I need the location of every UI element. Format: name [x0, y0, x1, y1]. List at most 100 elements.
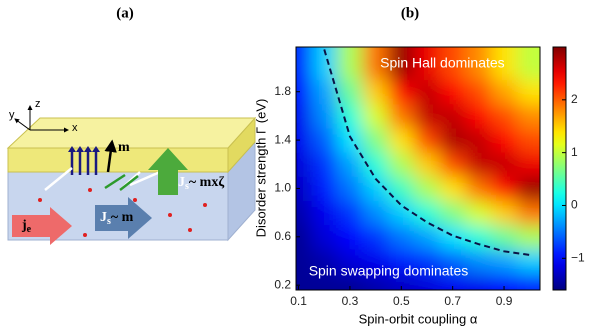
y-tick-label: 1.8 — [274, 84, 291, 98]
colorbar-tick-label: 2 — [571, 92, 578, 106]
heatmap-cell — [311, 79, 338, 105]
m-arrow — [104, 139, 117, 173]
js-main: J — [100, 210, 107, 225]
heatmap-cell — [439, 128, 467, 153]
heatmap-cell — [491, 273, 518, 290]
heatmap-cell — [516, 128, 540, 153]
annotation: Spin swapping dominates — [309, 263, 469, 279]
heatmap-cell — [414, 152, 441, 177]
y-tick-label: 0.2 — [274, 277, 291, 291]
axes-glyph — [14, 105, 69, 133]
heatmap-cell — [311, 47, 338, 81]
heatmap-cell — [414, 103, 441, 129]
heatmap-cell — [337, 152, 364, 177]
heatmap-cell — [414, 200, 441, 226]
heatmap-cell — [439, 248, 467, 274]
je-arrow — [12, 207, 72, 245]
axis-letter: z — [35, 98, 41, 110]
heatmap-cell — [311, 248, 338, 274]
heatmap-cell — [311, 200, 338, 226]
heatmap-cell — [311, 176, 338, 202]
js-swap-arrow — [95, 197, 152, 239]
film-top — [6, 117, 257, 149]
x-tick-label: 0.7 — [444, 294, 461, 308]
heatmap-cell — [439, 200, 467, 226]
heatmap-cell — [516, 273, 540, 290]
heatmap-cell — [388, 128, 415, 153]
heatmap-cell — [296, 200, 312, 226]
js-rest: ~ mxζ — [189, 175, 224, 190]
colorbar-tick-label: 1 — [571, 145, 578, 159]
spin-arrows — [68, 146, 100, 175]
heatmap-cell — [414, 47, 441, 81]
heatmap-cell — [311, 152, 338, 177]
heatmap-cell — [296, 128, 312, 153]
colorbar-tick-label: 0 — [571, 198, 578, 212]
impurities — [38, 188, 207, 237]
heatmap-cell — [337, 224, 364, 250]
y-axis-label: Disorder strength Γ (eV) — [253, 99, 268, 238]
heatmap-cell — [388, 47, 415, 81]
heatmap-cell — [491, 248, 518, 274]
plot-area — [296, 47, 540, 290]
heatmap-cell — [439, 273, 467, 290]
contour-line — [323, 49, 530, 256]
heatmap-cell — [362, 200, 389, 226]
heatmap-cell — [388, 103, 415, 129]
heatmap-cell — [296, 79, 312, 105]
js-sub: s — [107, 216, 111, 227]
heatmap-cell — [465, 273, 492, 290]
heatmap-cell — [439, 103, 467, 129]
heatmap-cell — [491, 128, 518, 153]
heatmap-cell — [516, 224, 540, 250]
heatmap-cell — [439, 224, 467, 250]
heatmap-cell — [337, 176, 364, 202]
heatmap-cell — [516, 248, 540, 274]
heatmap-cell — [337, 200, 364, 226]
heatmap-cell — [414, 224, 441, 250]
colorbar-tick-label: −1 — [571, 250, 585, 264]
heatmap-cell — [311, 273, 338, 290]
panel-label: (a) — [116, 5, 134, 21]
colorbar — [552, 46, 567, 291]
heatmap-cell — [516, 152, 540, 177]
js-main: J — [178, 175, 185, 190]
heatmap-cell — [414, 248, 441, 274]
x-axis-label: Spin-orbit coupling α — [359, 311, 478, 326]
heatmap-cell — [337, 248, 364, 274]
heatmap-cell — [337, 128, 364, 153]
heatmap-cell — [296, 152, 312, 177]
x-tick-label: 0.1 — [290, 294, 307, 308]
je-sub: e — [27, 224, 32, 235]
js-swap-label: Js~ m — [100, 210, 134, 227]
heatmap-cell — [414, 79, 441, 105]
heatmap-cell — [388, 224, 415, 250]
annotation: Spin Hall dominates — [380, 55, 505, 71]
heatmap-cell — [296, 248, 312, 274]
heatmap-cell — [465, 47, 492, 81]
heatmap-cell — [337, 47, 364, 81]
heatmap-cell — [465, 248, 492, 274]
js-hall-label: Js~ mxζ — [178, 175, 224, 192]
heatmap-cell — [465, 152, 492, 177]
heatmap-cell — [465, 224, 492, 250]
heatmap-cell — [388, 200, 415, 226]
je-label: je — [21, 218, 32, 235]
js-rest: ~ m — [111, 210, 134, 225]
overlay — [323, 49, 530, 256]
heatmap-cell — [516, 176, 540, 202]
heatmap-cell — [362, 273, 389, 290]
panel-label: (b) — [401, 5, 419, 21]
heatmap-cell — [491, 224, 518, 250]
heatmap-cell — [465, 103, 492, 129]
y-tick-label: 0.6 — [274, 229, 291, 243]
heatmap-cell — [296, 273, 312, 290]
heatmap-cell — [439, 47, 467, 81]
heatmap-cell — [439, 79, 467, 105]
green-arrows — [104, 173, 139, 191]
heatmap-cell — [465, 128, 492, 153]
heatmap-cell — [516, 200, 540, 226]
heatmap-cell — [414, 128, 441, 153]
heatmap-cell — [516, 103, 540, 129]
heatmap-cell — [311, 224, 338, 250]
